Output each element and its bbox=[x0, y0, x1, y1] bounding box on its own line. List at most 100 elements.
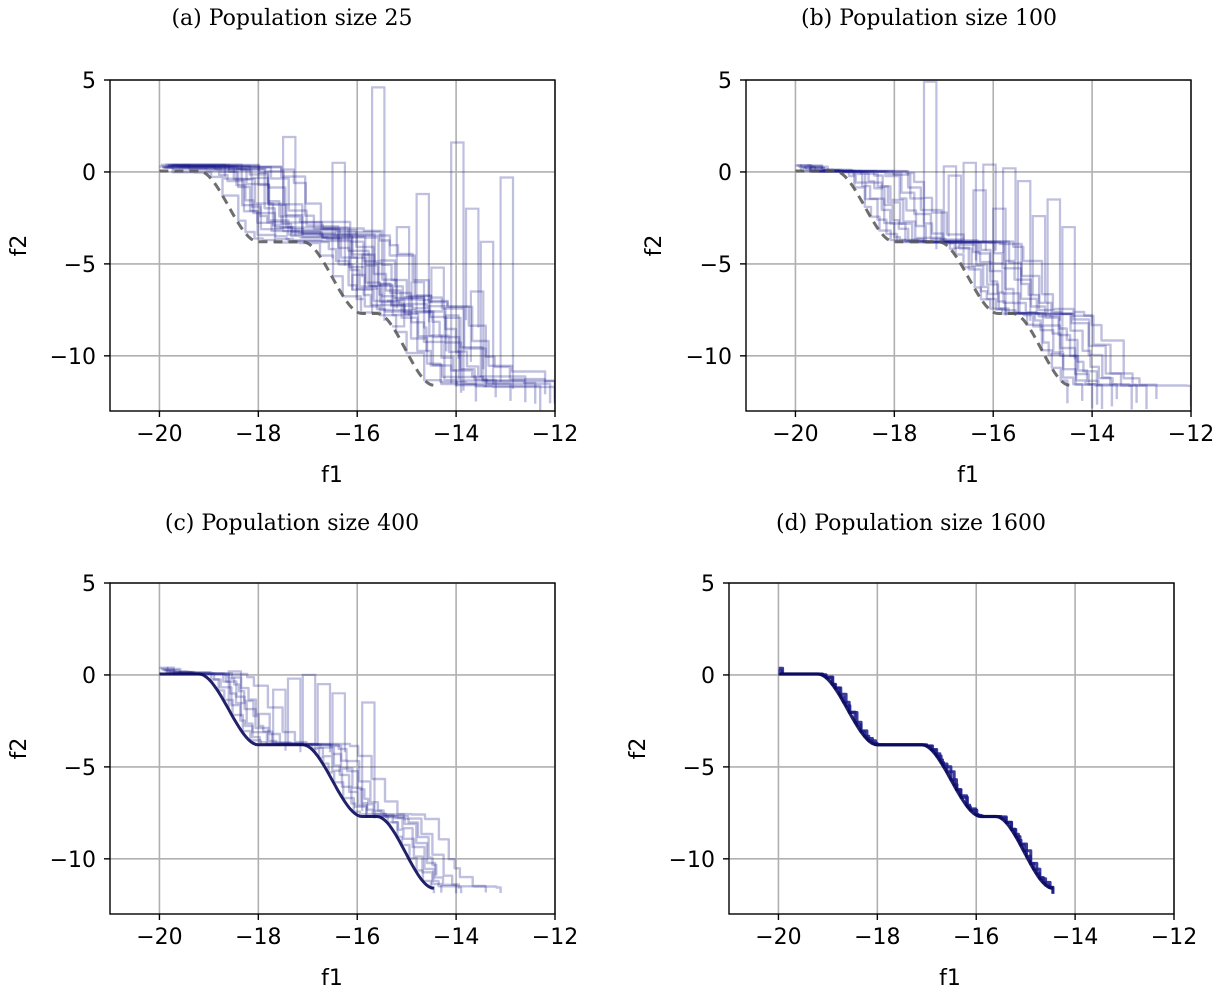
series-spike bbox=[395, 226, 411, 316]
series-spike bbox=[386, 299, 401, 305]
reference-front bbox=[159, 169, 435, 387]
y-axis-label: f2 bbox=[7, 235, 32, 257]
series-group bbox=[159, 86, 555, 411]
y-tick-label: −5 bbox=[64, 253, 96, 278]
series-spike bbox=[371, 86, 386, 321]
x-tick-label: −12 bbox=[1151, 925, 1197, 950]
series-line bbox=[795, 164, 1069, 404]
x-tick-label: −12 bbox=[532, 422, 578, 447]
series-spike bbox=[962, 161, 977, 261]
panel-a: (a) Population size 25 −20 −18 −16 −14 −12 5 0… bbox=[7, 6, 578, 488]
series-spike bbox=[942, 165, 958, 250]
y-tick-label: 5 bbox=[718, 69, 732, 94]
series-group bbox=[778, 666, 1055, 894]
x-tick-label: −16 bbox=[953, 925, 999, 950]
x-tick-label: −14 bbox=[433, 925, 479, 950]
x-tick-label: −14 bbox=[1069, 422, 1115, 447]
y-tick-label: 5 bbox=[701, 572, 715, 597]
series-line bbox=[181, 165, 555, 403]
series-spike bbox=[361, 701, 376, 819]
series-line bbox=[778, 669, 1055, 894]
series-spike bbox=[272, 688, 287, 751]
y-tick-label: 5 bbox=[82, 69, 96, 94]
panel-title: (b) Population size 100 bbox=[801, 6, 1057, 31]
x-tick-label: −18 bbox=[235, 422, 281, 447]
series-line bbox=[804, 165, 1104, 409]
series-spike bbox=[301, 673, 317, 753]
y-tick-label: −5 bbox=[683, 756, 715, 781]
x-tick-label: −16 bbox=[334, 422, 380, 447]
x-axis-label: f1 bbox=[939, 966, 961, 991]
series-spike bbox=[430, 266, 445, 311]
x-tick-label: −12 bbox=[532, 925, 578, 950]
series-spike bbox=[1031, 215, 1047, 303]
series-line bbox=[814, 166, 1158, 399]
x-tick-label: −18 bbox=[235, 925, 281, 950]
series-spike bbox=[410, 281, 426, 308]
series-line bbox=[175, 165, 555, 399]
x-axis-label: f1 bbox=[957, 463, 979, 488]
axes-frame bbox=[745, 79, 1192, 412]
series-line bbox=[165, 166, 542, 411]
y-axis-label: f2 bbox=[626, 738, 651, 760]
panel-d: (d) Population size 1600 −20 −18 −16 −14 −12… bbox=[626, 511, 1197, 991]
panel-title: (c) Population size 400 bbox=[165, 511, 419, 536]
series-line bbox=[168, 164, 413, 314]
panel-title: (d) Population size 1600 bbox=[776, 511, 1046, 536]
series-line bbox=[172, 163, 527, 403]
series-line bbox=[174, 166, 487, 388]
series-spike bbox=[464, 207, 480, 328]
series-line bbox=[796, 164, 1084, 401]
series-line bbox=[165, 670, 438, 876]
y-tick-label: −5 bbox=[64, 756, 96, 781]
y-tick-label: 0 bbox=[82, 664, 96, 689]
series-spike bbox=[1016, 180, 1032, 321]
pareto-front bbox=[159, 672, 435, 890]
reference-front bbox=[795, 169, 1071, 387]
series-line bbox=[162, 165, 384, 309]
series-line bbox=[160, 163, 458, 387]
y-tick-label: −10 bbox=[50, 848, 96, 873]
y-axis-label: f2 bbox=[642, 235, 667, 257]
series-spike bbox=[972, 189, 987, 251]
series-spike bbox=[1046, 198, 1062, 321]
y-tick-label: −10 bbox=[669, 848, 715, 873]
y-tick-label: −10 bbox=[686, 345, 732, 370]
axes-frame bbox=[728, 582, 1175, 915]
x-tick-label: −18 bbox=[854, 925, 900, 950]
series-spike bbox=[331, 692, 346, 753]
series-line bbox=[801, 166, 1099, 405]
series-line bbox=[159, 165, 555, 405]
series-spike bbox=[227, 670, 243, 717]
panel-c: (c) Population size 400 −20 −18 −16 −14 −12 5… bbox=[7, 511, 578, 991]
series-line bbox=[165, 163, 428, 352]
series-spike bbox=[1002, 167, 1017, 261]
series-line bbox=[811, 165, 1138, 403]
series-group bbox=[159, 666, 502, 894]
series-spike bbox=[351, 273, 366, 298]
series-line bbox=[808, 166, 1114, 407]
y-tick-label: 0 bbox=[718, 161, 732, 186]
x-tick-label: −16 bbox=[970, 422, 1016, 447]
series-line bbox=[778, 666, 1055, 894]
x-tick-label: −18 bbox=[871, 422, 917, 447]
panel-title: (a) Population size 25 bbox=[171, 6, 412, 31]
series-group bbox=[795, 80, 1191, 410]
x-tick-label: −20 bbox=[136, 925, 182, 950]
x-tick-label: −20 bbox=[772, 422, 818, 447]
series-line bbox=[166, 666, 463, 894]
series-line bbox=[159, 666, 436, 894]
series-spike bbox=[982, 163, 997, 251]
series-spike bbox=[391, 302, 406, 328]
x-axis-label: f1 bbox=[321, 966, 343, 991]
x-tick-label: −14 bbox=[1052, 925, 1098, 950]
y-tick-label: 0 bbox=[82, 161, 96, 186]
series-line bbox=[168, 163, 537, 404]
x-tick-label: −12 bbox=[1168, 422, 1214, 447]
series-spike bbox=[282, 135, 297, 236]
series-spike bbox=[331, 161, 346, 266]
x-tick-label: −20 bbox=[136, 422, 182, 447]
x-tick-label: −20 bbox=[755, 925, 801, 950]
x-tick-label: −14 bbox=[433, 422, 479, 447]
